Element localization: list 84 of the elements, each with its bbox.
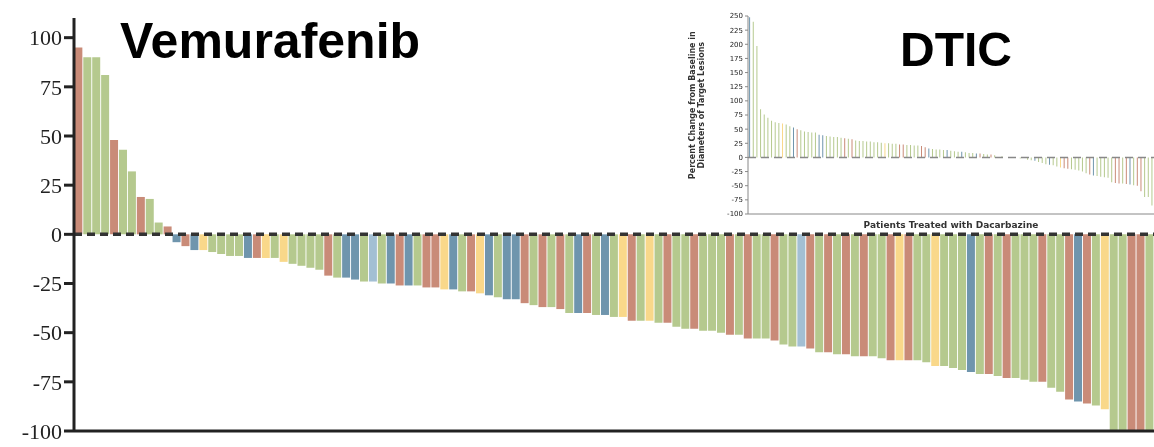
bar: [592, 234, 601, 315]
y-tick-label: 100: [29, 25, 62, 51]
bar: [476, 234, 485, 294]
bar: [565, 234, 574, 313]
bar: [806, 234, 815, 349]
bar: [636, 234, 645, 321]
bar: [1002, 234, 1011, 378]
bar: [440, 234, 449, 290]
bar: [618, 234, 627, 317]
bar: [583, 234, 592, 313]
bar: [850, 234, 859, 357]
bar: [368, 234, 377, 282]
bar: [1038, 234, 1047, 382]
bar: [690, 234, 699, 329]
x-axis-title: Patients Treated with Dacarbazine: [862, 220, 1040, 230]
y-tick-label: -25: [32, 271, 62, 297]
bar: [520, 234, 529, 304]
y-tick-label: 0: [51, 222, 62, 248]
bar: [243, 234, 252, 258]
bar: [270, 234, 279, 258]
chart-title: Vemurafenib: [120, 13, 421, 69]
bar: [556, 234, 565, 310]
bar: [199, 234, 208, 251]
bar: [654, 234, 663, 323]
y-tick-label: -50: [32, 320, 62, 346]
bar: [993, 234, 1002, 376]
bar: [413, 234, 422, 286]
bar: [743, 234, 752, 339]
bar: [627, 234, 636, 321]
bar: [110, 139, 119, 235]
bar: [484, 234, 493, 296]
bar: [734, 234, 743, 335]
y-tick-label: 50: [40, 123, 62, 149]
bar: [770, 234, 779, 341]
bar: [386, 234, 395, 284]
bar: [395, 234, 404, 286]
bar: [609, 234, 618, 317]
bar: [1091, 234, 1100, 406]
bar: [1082, 234, 1091, 404]
bar: [833, 234, 842, 355]
bar: [404, 234, 413, 286]
bar: [841, 234, 850, 355]
y-tick-label: 25: [40, 172, 62, 198]
y-tick-label: 75: [40, 74, 62, 100]
bar: [645, 234, 654, 321]
bar: [904, 234, 913, 361]
bar: [261, 234, 270, 258]
bar: [279, 234, 288, 262]
bar: [886, 234, 895, 361]
bar: [529, 234, 538, 306]
bar: [493, 234, 502, 298]
bar: [663, 234, 672, 323]
y-tick-label: -75: [32, 369, 62, 395]
bar: [824, 234, 833, 353]
bar: [984, 234, 993, 374]
bar: [377, 234, 386, 284]
bar: [859, 234, 868, 357]
bar: [324, 234, 333, 276]
bar: [538, 234, 547, 308]
y-axis-title: Percent Change from Baseline in Diameters of Target Lesions: [687, 30, 707, 181]
bar: [574, 234, 583, 313]
bar: [1074, 234, 1083, 402]
bar: [449, 234, 458, 290]
bar: [252, 234, 261, 258]
bar: [600, 234, 609, 315]
bar: [931, 234, 940, 367]
bar: [975, 234, 984, 374]
bar: [1145, 234, 1154, 431]
bar: [895, 234, 904, 361]
bar: [1065, 234, 1074, 400]
bar: [815, 234, 824, 353]
bar: [467, 234, 476, 292]
bar: [333, 234, 342, 278]
bar: [966, 234, 975, 372]
bar: [547, 234, 556, 308]
bar: [136, 196, 145, 235]
bar: [1100, 234, 1109, 410]
bar: [797, 234, 806, 347]
y-tick-label: -100: [21, 418, 62, 444]
chart-title: DTIC: [900, 23, 1012, 76]
bar: [359, 234, 368, 282]
bar: [725, 234, 734, 335]
bar: [458, 234, 467, 292]
bar: [172, 234, 181, 243]
